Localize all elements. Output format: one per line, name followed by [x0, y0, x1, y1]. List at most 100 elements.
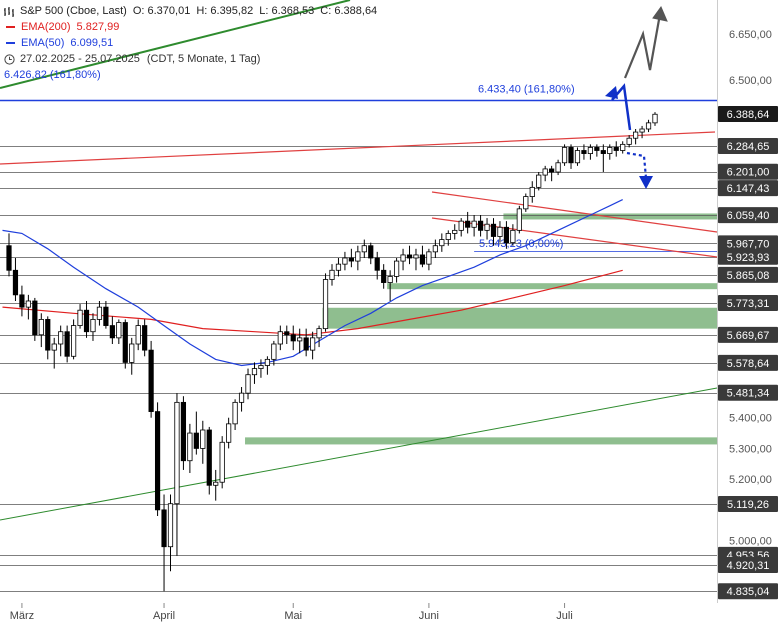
candle: [620, 141, 626, 154]
candle: [277, 325, 283, 351]
svg-text:5.773,31: 5.773,31: [727, 298, 770, 310]
level-price-label: 5.865,08: [718, 266, 778, 283]
bar-chart-icon: [4, 6, 14, 17]
candle: [607, 144, 613, 160]
svg-text:4.920,31: 4.920,31: [727, 560, 770, 572]
level-price-label: 5.481,34: [718, 384, 778, 401]
projection-arrowhead-blue: [605, 86, 618, 99]
candle: [96, 301, 103, 326]
price-axis-tick: 5.200,00: [729, 474, 772, 486]
ema200-label: EMA(200): [21, 21, 71, 33]
candle: [626, 135, 632, 148]
candle: [633, 129, 639, 145]
candle: [587, 144, 594, 160]
candle: [639, 125, 645, 139]
month-label: April: [153, 610, 175, 622]
level-price-label: 5.773,31: [718, 295, 778, 312]
svg-text:4.835,04: 4.835,04: [727, 586, 770, 598]
projection-arrow-grey: [623, 13, 662, 79]
ohlc-high: H: 6.395,82: [196, 5, 254, 17]
candle: [458, 218, 464, 237]
candle: [549, 165, 555, 182]
ohlc-low: L: 6.368,53: [259, 5, 315, 17]
date-range: 27.02.2025 - 25.07.2025: [20, 53, 140, 65]
month-label: Juli: [556, 610, 573, 622]
candle: [154, 402, 161, 516]
projection-arrowhead-dotted: [639, 176, 653, 189]
candle: [129, 337, 135, 375]
candle: [503, 221, 510, 249]
svg-text:5.865,08: 5.865,08: [727, 270, 770, 282]
candle: [167, 494, 174, 572]
candle: [561, 144, 568, 166]
projection-arrow-dotted: [626, 151, 648, 179]
price-axis-tick: 6.500,00: [729, 75, 772, 87]
level-price-label: 5.578,64: [718, 354, 778, 371]
candle: [174, 393, 180, 556]
support-zone: [245, 437, 717, 445]
svg-text:6.284,65: 6.284,65: [727, 141, 770, 153]
candle: [213, 469, 219, 501]
candle: [316, 325, 322, 348]
candle: [109, 316, 115, 344]
candle: [361, 239, 367, 258]
candle: [180, 396, 187, 470]
price-axis-tick: 5.400,00: [729, 413, 772, 425]
svg-text:5.578,64: 5.578,64: [727, 358, 770, 370]
candle: [51, 337, 57, 369]
candle: [200, 420, 206, 464]
candle: [484, 218, 490, 240]
candle: [271, 340, 277, 366]
svg-text:5.923,93: 5.923,93: [727, 252, 770, 264]
red-channel-upper: [431, 191, 718, 233]
ema200-swatch: [6, 26, 15, 28]
candle: [135, 319, 141, 351]
svg-text:6.147,43: 6.147,43: [727, 183, 770, 195]
legend-fib-row: 6.426,82 (161,80%): [4, 67, 383, 83]
candle: [368, 242, 374, 265]
candle: [38, 313, 44, 348]
candle: [529, 181, 535, 203]
candle: [103, 301, 109, 329]
candle: [413, 248, 419, 271]
red-trendline: [0, 131, 716, 165]
candle: [645, 119, 652, 133]
candle: [426, 248, 432, 271]
price-axis-tick: 5.000,00: [729, 536, 772, 548]
ema50-line: [2, 199, 623, 367]
candle: [245, 368, 251, 400]
candle: [490, 218, 497, 246]
ema50-swatch: [6, 42, 15, 44]
level-price-label: 6.284,65: [718, 138, 778, 155]
candle: [542, 165, 548, 182]
level-price-label: 6.201,00: [718, 163, 778, 180]
legend-ohlc-row: S&P 500 (Cboe, Last) O: 6.370,01 H: 6.39…: [4, 3, 383, 19]
candle: [232, 399, 238, 430]
candle: [90, 313, 96, 341]
level-price-label: 4.835,04: [718, 583, 778, 600]
ema200-line: [2, 269, 623, 336]
candle: [471, 215, 477, 237]
legend-range-row: 27.02.2025 - 25.07.2025 (CDT, 5 Monate, …: [4, 51, 383, 67]
candle: [193, 411, 199, 455]
candle: [322, 273, 329, 332]
candle: [374, 251, 380, 280]
svg-text:5.119,26: 5.119,26: [727, 499, 769, 511]
candle: [594, 144, 600, 157]
level-price-label: 5.923,93: [718, 248, 778, 265]
candle: [219, 436, 225, 489]
level-price-label: 6.059,40: [718, 207, 778, 224]
candle: [510, 224, 516, 246]
ohlc-close: C: 6.388,64: [320, 5, 378, 17]
candle: [284, 325, 290, 344]
candle: [206, 426, 212, 495]
level-price-label: 5.967,70: [718, 235, 778, 252]
svg-text:5.967,70: 5.967,70: [727, 238, 770, 250]
lower-trendline: [0, 387, 718, 521]
candle: [523, 193, 529, 212]
candle: [6, 233, 12, 277]
candle: [264, 356, 271, 375]
fib-left-label: 6.426,82 (161,80%): [4, 69, 101, 81]
candle: [400, 248, 406, 271]
